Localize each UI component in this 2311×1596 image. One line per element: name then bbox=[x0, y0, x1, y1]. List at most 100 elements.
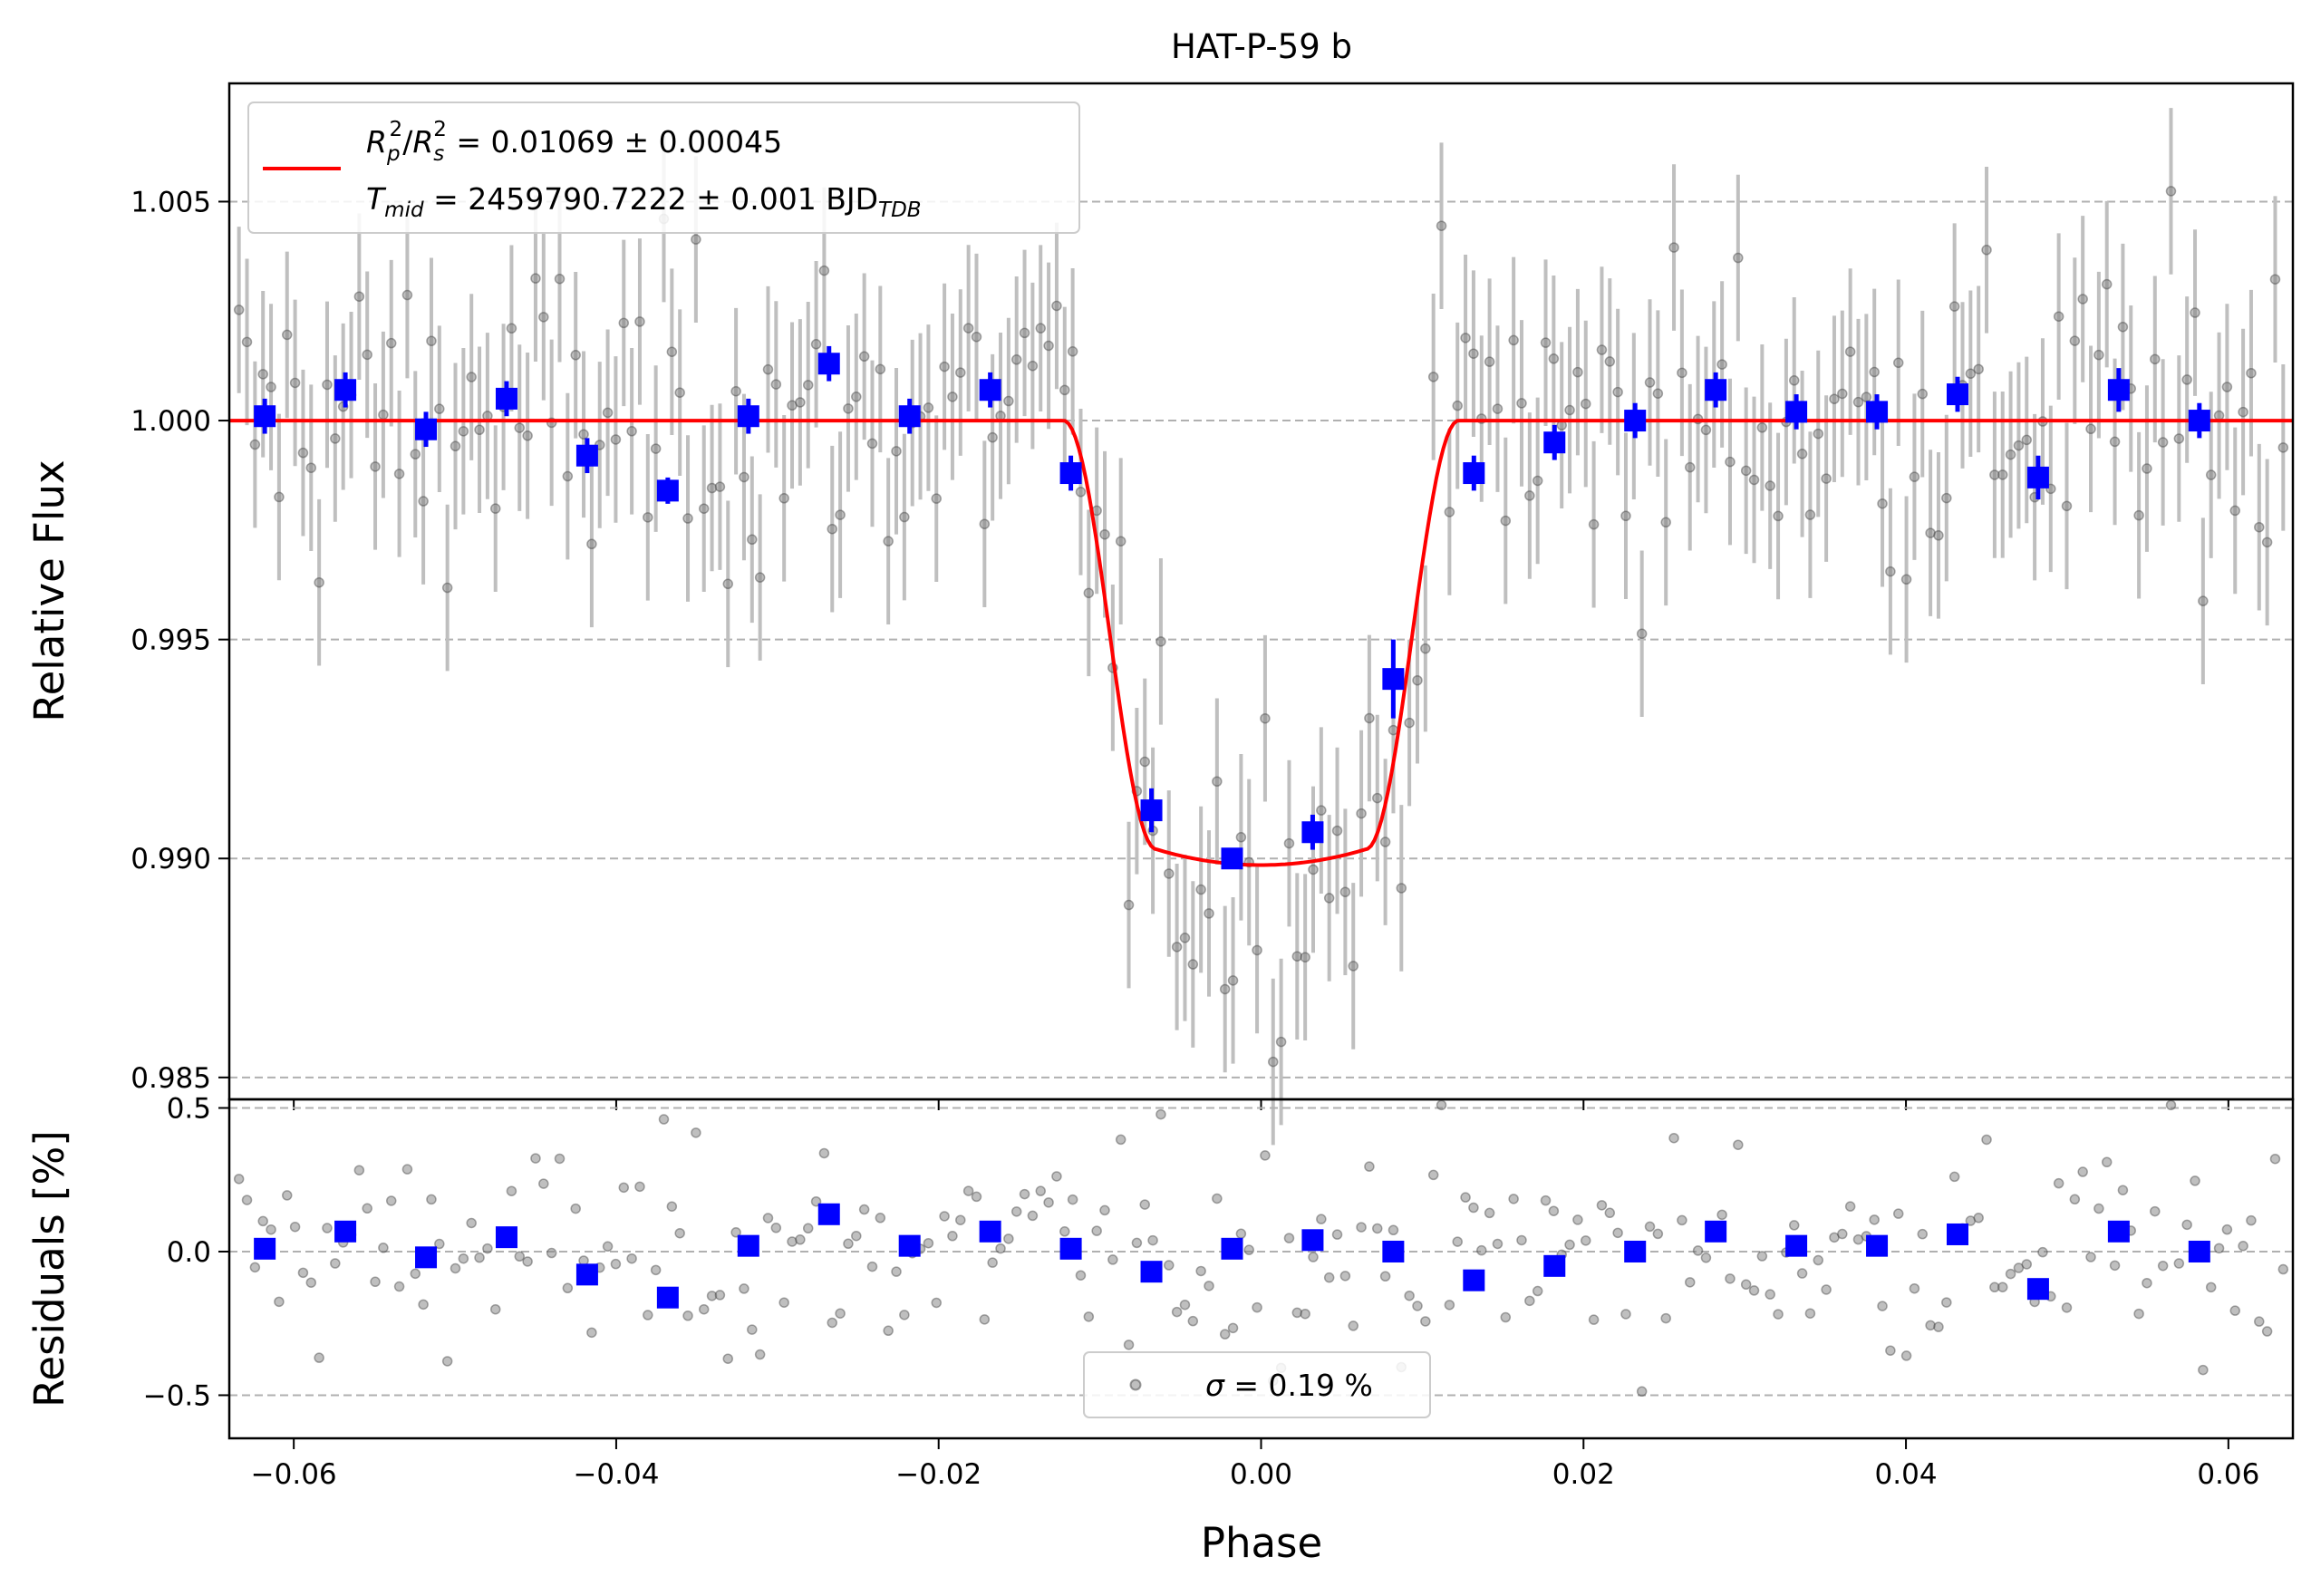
data-point bbox=[1099, 528, 1110, 540]
x-tick-label: 0.00 bbox=[1230, 1458, 1292, 1491]
residual-binned-point bbox=[1946, 1223, 1968, 1245]
residual-point bbox=[770, 1223, 782, 1233]
main-data-points bbox=[233, 108, 2289, 1146]
data-point bbox=[1756, 422, 1768, 433]
data-point bbox=[1965, 368, 1977, 380]
residual-binned-point bbox=[1382, 1240, 1405, 1262]
residual-point bbox=[1075, 1270, 1087, 1281]
residual-point bbox=[747, 1324, 758, 1335]
x-tick-label: −0.04 bbox=[573, 1458, 659, 1491]
data-point bbox=[1941, 492, 1952, 504]
data-point bbox=[2261, 537, 2273, 548]
residual-point bbox=[1532, 1285, 1543, 1297]
residual-point bbox=[2085, 1252, 2096, 1262]
data-point bbox=[1139, 756, 1150, 768]
data-point bbox=[1909, 471, 1920, 482]
residual-binned-point bbox=[1463, 1269, 1485, 1291]
chart-title: HAT-P-59 b bbox=[1171, 27, 1352, 66]
residual-point bbox=[1219, 1329, 1231, 1340]
binned-point bbox=[1543, 431, 1566, 454]
data-point bbox=[1067, 346, 1078, 357]
data-point bbox=[1885, 566, 1896, 577]
data-point bbox=[2181, 374, 2192, 385]
data-point bbox=[1869, 366, 1880, 378]
residual-point bbox=[1588, 1314, 1600, 1325]
data-point bbox=[1235, 832, 1247, 843]
binned-point bbox=[1624, 410, 1647, 432]
data-point bbox=[610, 434, 622, 445]
data-point bbox=[434, 403, 445, 414]
residual-binned-point bbox=[817, 1203, 840, 1225]
residual-point bbox=[1620, 1309, 1631, 1320]
data-point bbox=[931, 493, 942, 504]
data-point bbox=[778, 493, 789, 504]
residual-point bbox=[1131, 1237, 1143, 1249]
residual-point bbox=[241, 1195, 253, 1205]
residual-point bbox=[305, 1277, 317, 1288]
data-point bbox=[1204, 908, 1214, 919]
residual-point bbox=[1010, 1206, 1022, 1217]
data-point bbox=[1460, 333, 1471, 343]
residual-point bbox=[2150, 1205, 2161, 1217]
data-point bbox=[418, 496, 429, 507]
binned-point bbox=[656, 479, 679, 502]
residual-point bbox=[2053, 1177, 2064, 1189]
data-point bbox=[875, 363, 886, 375]
residual-point bbox=[1604, 1207, 1616, 1219]
residual-point bbox=[281, 1190, 293, 1201]
residual-point bbox=[1404, 1290, 1415, 1301]
residual-point bbox=[466, 1217, 477, 1229]
residual-point bbox=[1508, 1194, 1519, 1204]
x-tick-label: −0.06 bbox=[251, 1458, 337, 1491]
residual-point bbox=[722, 1353, 734, 1364]
residual-point bbox=[875, 1213, 886, 1224]
data-point bbox=[1003, 395, 1014, 407]
residual-point bbox=[1844, 1201, 1856, 1212]
residual-point bbox=[330, 1258, 341, 1269]
data-point bbox=[1740, 465, 1752, 477]
data-point bbox=[698, 503, 710, 514]
binned-point bbox=[817, 353, 840, 375]
data-point bbox=[1260, 712, 1271, 724]
data-point bbox=[1035, 323, 1046, 334]
residual-point bbox=[2077, 1166, 2088, 1177]
residual-point bbox=[1300, 1308, 1310, 1320]
residual-point bbox=[2254, 1316, 2265, 1327]
data-point bbox=[1684, 461, 1696, 473]
residual-point bbox=[1067, 1194, 1078, 1205]
data-point bbox=[1331, 825, 1343, 837]
residual-point bbox=[562, 1282, 574, 1294]
binned-point bbox=[1382, 668, 1405, 691]
main-y-ticks: 1.005 1.000 0.995 0.990 0.985 bbox=[131, 186, 229, 1095]
residual-point bbox=[1997, 1282, 2008, 1292]
main-y-tick-label: 0.990 bbox=[131, 843, 211, 875]
residual-point bbox=[1059, 1226, 1070, 1237]
data-point bbox=[1733, 252, 1744, 264]
residual-point bbox=[1796, 1268, 1808, 1279]
data-point bbox=[899, 511, 910, 523]
residual-point bbox=[1540, 1195, 1552, 1206]
data-point bbox=[979, 518, 991, 529]
data-point bbox=[249, 439, 261, 450]
data-point bbox=[426, 335, 437, 346]
data-point bbox=[2213, 410, 2225, 421]
residual-point bbox=[618, 1182, 630, 1194]
data-point bbox=[866, 438, 878, 450]
residual-point bbox=[1692, 1245, 1704, 1256]
data-point bbox=[2117, 321, 2129, 333]
data-point bbox=[1765, 480, 1775, 491]
residual-binned-point bbox=[334, 1220, 357, 1243]
data-point bbox=[1829, 393, 1840, 404]
data-point bbox=[1508, 334, 1519, 346]
x-axis-label: Phase bbox=[1201, 1519, 1322, 1567]
residual-point bbox=[2277, 1263, 2289, 1275]
residual-point bbox=[2069, 1194, 2081, 1205]
data-point bbox=[1372, 792, 1383, 804]
data-point bbox=[2221, 382, 2233, 392]
residual-y-tick-label: 0.5 bbox=[167, 1093, 211, 1126]
data-point bbox=[835, 509, 846, 520]
residual-y-ticks: 0.5 0.0 −0.5 bbox=[143, 1093, 229, 1412]
residual-point bbox=[1892, 1208, 1904, 1219]
data-point bbox=[1316, 805, 1327, 816]
data-point bbox=[1212, 776, 1223, 787]
